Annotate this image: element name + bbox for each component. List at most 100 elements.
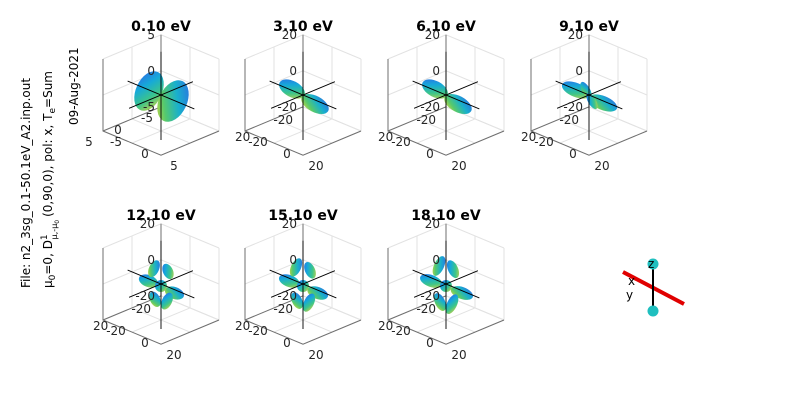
z-tick-label: 20 (425, 217, 440, 231)
y-tick-label: 0 (114, 123, 122, 137)
surface-lobe (302, 293, 316, 312)
side-annotation-line2: μ0=0, D1μ,-μ0(0,90,0), pol: x, Te=Sum (40, 71, 61, 288)
y-tick-label: 20 (378, 319, 393, 333)
x-tick-label: 0 (426, 336, 434, 350)
svg-text:μ0=0, D1μ,-μ0(0,90,0), pol: x,: μ0=0, D1μ,-μ0(0,90,0), pol: x, Te=Sum (40, 71, 61, 288)
x-tick-label: -5 (110, 135, 122, 149)
side-annotation: File: n2_3sg_0.1-50.1eV_A2.inp.out (19, 78, 33, 288)
surface-lobe (420, 274, 443, 288)
x-tick-label: 0 (283, 336, 291, 350)
x-tick-label: 0 (141, 336, 149, 350)
box-edge (244, 248, 362, 345)
surface-lobe (422, 79, 448, 99)
x-tick-label: -20 (248, 135, 268, 149)
surface-lobe (134, 71, 164, 111)
legend-atom-bottom (647, 305, 659, 317)
box-edge (387, 59, 505, 156)
box-edge (244, 59, 362, 156)
x-tick-label: -20 (248, 324, 268, 338)
surface-lobe (291, 292, 303, 309)
surface-lobe (433, 293, 447, 311)
z-tick-label: -5 (143, 100, 155, 114)
x-tick-label: 0 (141, 147, 149, 161)
sum-text: =Sum (41, 71, 55, 108)
z-tick-label: -20 (277, 289, 297, 303)
x-tick-label: 20 (594, 159, 609, 173)
surface-lobe (304, 262, 316, 279)
z-tick-label: 20 (425, 28, 440, 42)
surface-lobes (278, 258, 329, 312)
surface-lobe (289, 258, 303, 277)
z-tick-label: 0 (432, 253, 440, 267)
surface-lobe (279, 79, 305, 99)
z-tick-label: -20 (135, 289, 155, 303)
z-tick-label: 0 (147, 64, 155, 78)
side-text-line1: File: n2_3sg_0.1-50.1eV_A2.inp.out (19, 78, 33, 288)
surface-lobe (157, 80, 189, 122)
z-tick-label: -20 (277, 100, 297, 114)
y-tick-label: 20 (378, 130, 393, 144)
y-tick-label: -20 (131, 302, 151, 316)
box-edge (102, 59, 220, 156)
y-tick-label: 20 (93, 319, 108, 333)
z-tick-label: 0 (289, 64, 297, 78)
legend-y-label: y (626, 288, 633, 302)
legend-atom-top (647, 258, 659, 270)
y-tick-label: 20 (235, 319, 250, 333)
mu0-symbol: μ (41, 280, 55, 288)
surface-lobe (301, 94, 329, 114)
surface-lobe (446, 260, 460, 279)
surface-lobes (279, 79, 329, 114)
x-tick-label: 20 (451, 348, 466, 362)
side-text-date: 09-Aug-2021 (67, 47, 81, 125)
y-tick-label: 5 (85, 135, 93, 149)
z-tick-label: 0 (289, 253, 297, 267)
surface-lobe (444, 94, 472, 114)
y-tick-label: -20 (416, 113, 436, 127)
legend-z-label: z (648, 257, 654, 271)
surface-lobe (445, 294, 459, 314)
te-sub: e (48, 108, 58, 114)
surface-lobe (588, 94, 618, 112)
y-tick-label: -20 (273, 302, 293, 316)
box-edge (387, 248, 505, 345)
y-tick-label: -20 (559, 113, 579, 127)
z-tick-label: -20 (563, 100, 583, 114)
x-tick-label: 20 (308, 159, 323, 173)
box-edge (102, 248, 220, 345)
z-tick-label: 5 (147, 28, 155, 42)
x-tick-label: 0 (283, 147, 291, 161)
side-annotation-date: 09-Aug-2021 (67, 47, 81, 125)
surface-lobe (148, 260, 160, 278)
panel-title: 15.10 eV (268, 208, 338, 224)
x-tick-label: 5 (170, 159, 178, 173)
box-edge (530, 59, 648, 156)
panel-title: 9.10 eV (559, 19, 619, 35)
z-tick-label: 0 (575, 64, 583, 78)
surface-lobe (162, 263, 174, 280)
surface-lobes (420, 256, 474, 314)
x-tick-label: -20 (106, 324, 126, 338)
orientation-legend: z x y (622, 257, 685, 317)
x-tick-label: -20 (534, 135, 554, 149)
z-tick-label: -20 (420, 100, 440, 114)
x-tick-label: -20 (391, 324, 411, 338)
panel-title: 18.10 eV (411, 208, 481, 224)
x-tick-label: 0 (426, 147, 434, 161)
panel-title: 3.10 eV (273, 19, 333, 35)
z-tick-label: 0 (147, 253, 155, 267)
d-sup: 1 (40, 234, 50, 240)
d-sub: μ,-μ (50, 224, 59, 240)
surface-lobe (138, 274, 158, 288)
mu0-sub: 0 (48, 274, 58, 280)
x-tick-label: 20 (166, 348, 181, 362)
panel-title: 0.10 eV (131, 19, 191, 35)
x-tick-label: 20 (451, 159, 466, 173)
z-tick-label: 20 (282, 217, 297, 231)
